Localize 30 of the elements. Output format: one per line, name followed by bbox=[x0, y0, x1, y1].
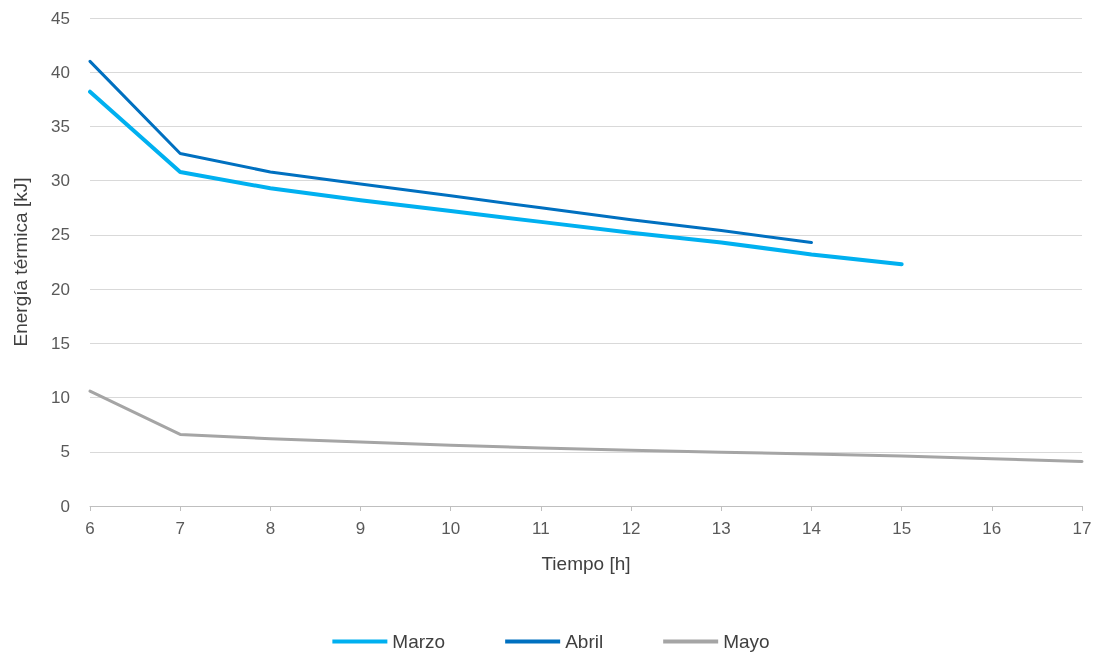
legend-label: Marzo bbox=[392, 631, 446, 652]
x-tick-label: 14 bbox=[801, 519, 821, 538]
x-tick-label: 6 bbox=[85, 519, 95, 538]
x-tick-label: 7 bbox=[175, 519, 185, 538]
x-tick-label: 8 bbox=[265, 519, 276, 538]
x-tick-label: 15 bbox=[892, 519, 912, 538]
x-tick-label: 16 bbox=[982, 519, 1002, 538]
y-tick-label: 25 bbox=[51, 225, 70, 245]
x-tick-label: 13 bbox=[711, 519, 731, 538]
y-tick-label: 35 bbox=[51, 116, 70, 136]
line-series bbox=[88, 389, 1084, 464]
legend-label: Abril bbox=[565, 631, 604, 652]
y-tick-label: 10 bbox=[51, 388, 70, 408]
x-tick-label: 10 bbox=[441, 519, 461, 538]
y-tick-label: 15 bbox=[51, 333, 70, 353]
x-tick-label: 12 bbox=[621, 519, 641, 538]
x-tick-label: 17 bbox=[1072, 519, 1092, 538]
y-axis-title: Energía térmica [kJ] bbox=[10, 177, 31, 347]
line-series bbox=[88, 89, 904, 267]
y-tick-label: 0 bbox=[60, 496, 70, 516]
y-tick-label: 20 bbox=[51, 279, 70, 299]
x-axis-title: Tiempo [h] bbox=[541, 553, 631, 574]
x-tick-label: 11 bbox=[532, 519, 550, 538]
x-tick-label: 9 bbox=[355, 519, 366, 538]
y-tick-label: 5 bbox=[60, 442, 70, 462]
y-tick-label: 30 bbox=[51, 171, 70, 191]
line-series bbox=[88, 59, 813, 244]
y-tick-label: 45 bbox=[51, 8, 70, 28]
y-tick-label: 40 bbox=[51, 62, 70, 82]
legend-label: Mayo bbox=[723, 631, 770, 652]
